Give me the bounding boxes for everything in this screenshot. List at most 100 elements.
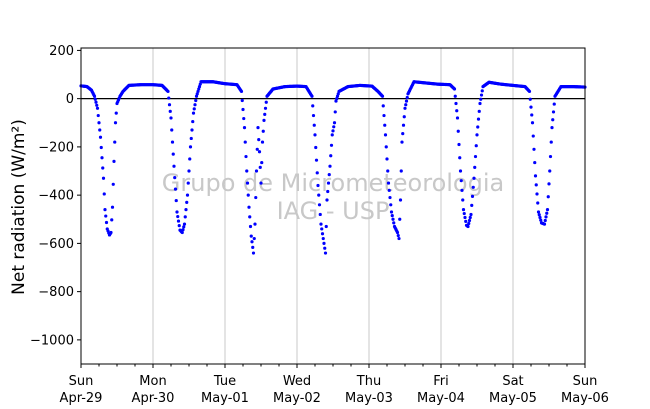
data-point xyxy=(401,123,406,127)
data-point xyxy=(473,165,477,169)
data-point xyxy=(530,121,535,125)
data-point xyxy=(473,154,478,159)
data-point xyxy=(388,195,392,200)
data-point xyxy=(243,140,247,144)
data-point xyxy=(247,205,251,209)
data-point xyxy=(104,214,108,218)
data-point xyxy=(530,113,534,117)
data-point xyxy=(176,219,181,223)
data-point xyxy=(538,215,542,220)
data-point xyxy=(527,89,532,94)
data-point xyxy=(400,140,404,144)
data-point xyxy=(186,181,190,185)
data-point xyxy=(259,181,263,185)
data-point xyxy=(255,147,259,151)
data-point xyxy=(95,106,100,110)
data-point xyxy=(240,98,244,103)
y-tick-label: −1000 xyxy=(30,333,74,348)
data-point xyxy=(552,102,556,106)
data-point xyxy=(456,129,460,133)
y-tick-label: −400 xyxy=(38,189,74,204)
data-point xyxy=(197,87,201,91)
data-point xyxy=(104,220,109,225)
data-point xyxy=(181,228,185,232)
data-point xyxy=(333,110,337,114)
data-point xyxy=(264,100,268,104)
data-point xyxy=(96,113,100,118)
data-point xyxy=(258,165,262,169)
data-point xyxy=(534,183,538,187)
data-point xyxy=(92,94,97,98)
data-point xyxy=(548,154,553,159)
data-point xyxy=(334,99,338,103)
data-point xyxy=(245,169,249,173)
data-point xyxy=(544,215,548,219)
data-point xyxy=(188,157,192,161)
x-tick-label-date: May-03 xyxy=(345,391,393,406)
data-point xyxy=(185,193,190,197)
x-tick-label-date: May-04 xyxy=(417,391,465,406)
y-tick-label: 200 xyxy=(49,44,74,59)
data-point xyxy=(387,188,391,192)
data-point xyxy=(317,193,321,197)
data-point xyxy=(244,154,248,159)
data-point xyxy=(190,128,194,132)
watermark: Grupo de Micrometeorologia IAG - USP xyxy=(162,169,504,225)
data-point xyxy=(254,169,259,173)
data-point xyxy=(535,192,539,196)
data-point xyxy=(382,113,386,118)
data-point xyxy=(315,171,319,175)
data-point xyxy=(168,109,172,113)
data-point xyxy=(185,200,189,204)
data-point xyxy=(320,232,325,236)
data-point xyxy=(196,89,200,94)
data-point xyxy=(194,98,198,103)
data-point xyxy=(110,205,115,209)
data-point xyxy=(177,224,181,228)
data-point xyxy=(113,121,118,125)
data-point xyxy=(392,221,396,225)
x-tick-label-date: Apr-30 xyxy=(132,391,175,406)
data-point xyxy=(261,129,265,133)
data-point xyxy=(257,150,262,154)
data-point xyxy=(531,134,535,138)
data-point xyxy=(324,224,328,229)
data-point xyxy=(322,241,326,245)
data-point xyxy=(332,125,336,129)
data-point xyxy=(329,143,334,147)
data-point xyxy=(453,94,457,98)
data-point xyxy=(242,126,247,130)
data-point xyxy=(253,222,257,226)
data-point xyxy=(314,145,318,150)
data-point xyxy=(327,173,331,177)
data-point xyxy=(239,89,244,94)
data-point xyxy=(109,230,113,235)
data-point xyxy=(260,140,265,144)
data-point xyxy=(260,160,264,165)
x-tick-label-date: May-02 xyxy=(273,391,321,406)
data-point xyxy=(170,140,175,144)
data-point xyxy=(389,210,394,214)
data-point xyxy=(461,208,466,212)
data-point xyxy=(323,251,328,255)
data-point xyxy=(464,219,468,223)
data-point xyxy=(385,157,389,161)
data-point xyxy=(174,198,178,203)
data-point xyxy=(112,159,116,163)
data-point xyxy=(329,154,333,158)
data-point xyxy=(263,106,268,110)
data-point xyxy=(536,201,540,205)
data-point xyxy=(248,224,253,229)
data-point xyxy=(183,215,187,219)
x-tick-label-date: May-05 xyxy=(489,391,537,406)
y-tick-label: −600 xyxy=(38,237,74,252)
data-point xyxy=(480,89,484,93)
watermark-line-1: Grupo de Micrometeorologia xyxy=(162,169,504,197)
x-tick-label-date: Apr-29 xyxy=(60,391,103,406)
x-tick-label-day: Fri xyxy=(433,374,449,389)
data-point xyxy=(192,107,196,111)
x-axis: Sun Apr-29 Mon Apr-30 Tue May-01 Wed May-02 Thu M… xyxy=(60,364,609,406)
data-point xyxy=(111,182,115,186)
data-point xyxy=(404,103,408,107)
data-point xyxy=(405,95,409,100)
